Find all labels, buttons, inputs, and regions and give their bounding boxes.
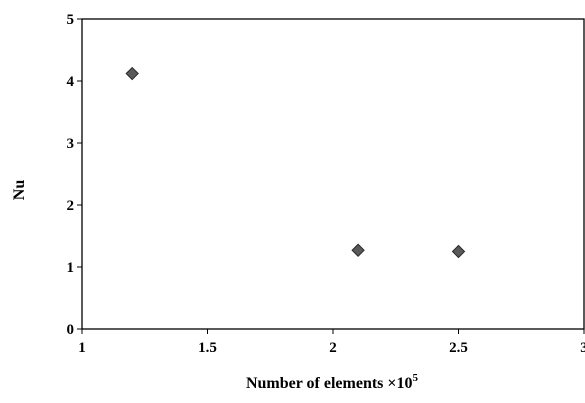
x-tick-label: 1.5	[198, 340, 217, 356]
x-tick-label: 3	[580, 340, 585, 356]
plot-area	[81, 18, 585, 330]
x-axis-title-text: Number of elements ×10	[246, 375, 413, 392]
data-point	[351, 243, 365, 257]
x-axis-title: Number of elements ×105	[246, 372, 419, 392]
y-axis-title: Nu	[11, 180, 28, 201]
y-tick-label: 0	[67, 322, 75, 338]
y-axis-ticks: 0 1 2 3 4 5	[67, 12, 82, 338]
y-tick-label: 3	[67, 136, 75, 152]
x-tick-label: 1	[78, 340, 86, 356]
data-point	[125, 66, 139, 81]
y-tick-label: 5	[67, 12, 75, 28]
data-point	[451, 244, 466, 259]
data-points	[125, 66, 466, 259]
y-tick-label: 1	[67, 260, 75, 276]
y-tick-label: 2	[67, 198, 75, 214]
x-axis-title-exponent: 5	[413, 372, 419, 384]
x-axis-ticks: 1 1.5 2 2.5 3	[78, 329, 585, 356]
x-tick-label: 2.5	[449, 340, 468, 356]
x-tick-label: 2	[329, 340, 337, 356]
y-tick-label: 4	[67, 74, 75, 90]
